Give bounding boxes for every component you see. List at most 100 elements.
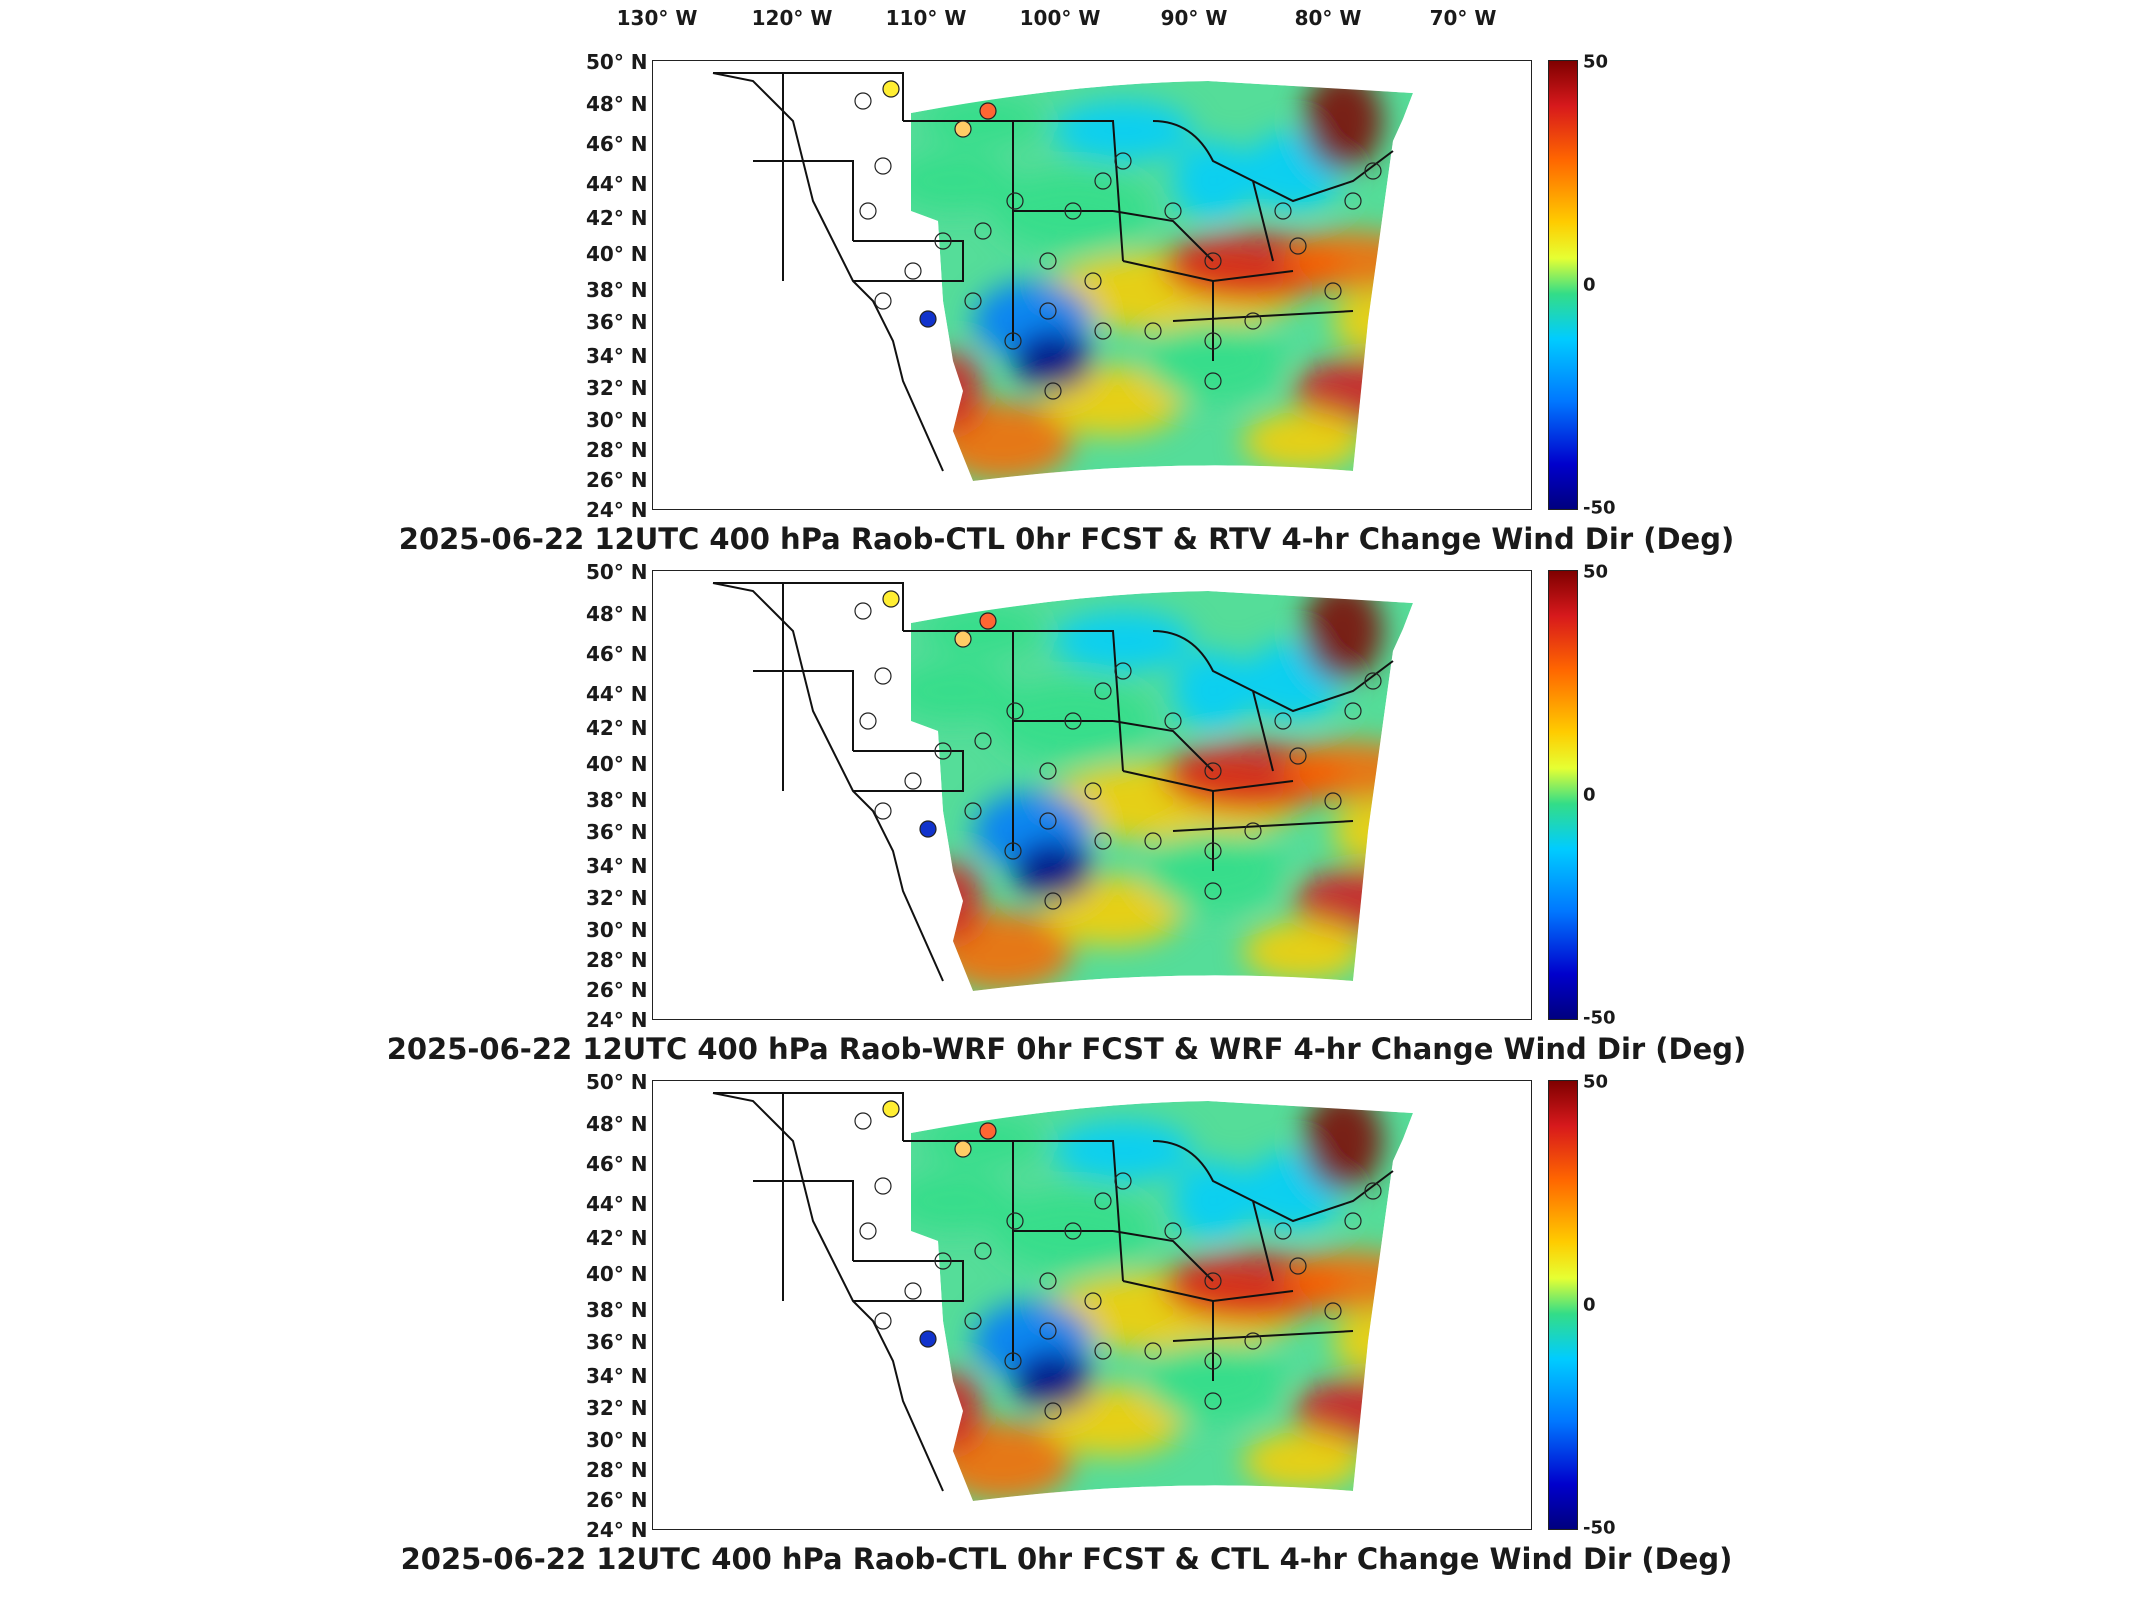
- lon-label: 80° W: [1294, 6, 1362, 30]
- raob-station-marker: [859, 1222, 877, 1240]
- raob-station-marker: [874, 1312, 892, 1330]
- state-borders: [712, 582, 1394, 982]
- raob-station-marker: [1064, 712, 1082, 730]
- colorbar-max-label: 50: [1583, 1071, 1609, 1093]
- raob-station-marker: [1324, 1302, 1342, 1320]
- lat-label: 24° N: [586, 1008, 648, 1032]
- lon-label: 100° W: [1019, 6, 1101, 30]
- raob-station-marker: [1204, 252, 1222, 270]
- lat-label: 32° N: [586, 886, 648, 910]
- raob-station-marker: [904, 1282, 922, 1300]
- raob-station-marker: [1289, 747, 1307, 765]
- raob-station-marker: [1244, 312, 1262, 330]
- wind-direction-map: [652, 60, 1532, 510]
- raob-station-marker: [1064, 1222, 1082, 1240]
- raob-station-marker: [1204, 882, 1222, 900]
- raob-station-marker: [1084, 1292, 1102, 1310]
- raob-station-marker: [854, 1112, 872, 1130]
- raob-station-marker: [964, 1312, 982, 1330]
- colorbar-max-label: 50: [1583, 561, 1609, 583]
- raob-station-marker: [1204, 1272, 1222, 1290]
- raob-station-marker: [1094, 1192, 1112, 1210]
- lat-label: 30° N: [586, 918, 648, 942]
- raob-station-marker: [1039, 1322, 1057, 1340]
- lat-label: 32° N: [586, 1396, 648, 1420]
- lat-label: 30° N: [586, 1428, 648, 1452]
- raob-station-marker: [1039, 1272, 1057, 1290]
- lat-label: 36° N: [586, 820, 648, 844]
- lat-label: 50° N: [586, 50, 648, 74]
- map-panel-3: 50° N 48° N 46° N 44° N 42° N 40° N 38° N 36° N…: [0, 1070, 2133, 1590]
- raob-station-marker: [1364, 162, 1382, 180]
- raob-station-marker: [1064, 202, 1082, 220]
- raob-station-marker: [859, 712, 877, 730]
- colorbar-mid-label: 0: [1583, 274, 1596, 296]
- colorbar: [1548, 60, 1578, 510]
- map-panel-1: 50° N 48° N 46° N 44° N 42° N 40° N 38° N 36° N…: [0, 50, 2133, 570]
- raob-station-marker: [919, 1330, 937, 1348]
- raob-station-marker: [979, 102, 997, 120]
- raob-station-marker: [1006, 702, 1024, 720]
- colorbar-min-label: -50: [1583, 497, 1616, 519]
- raob-station-marker: [1204, 762, 1222, 780]
- raob-station-marker: [1039, 812, 1057, 830]
- lat-label: 48° N: [586, 92, 648, 116]
- raob-station-marker: [1204, 1392, 1222, 1410]
- raob-station-marker: [1044, 382, 1062, 400]
- raob-station-marker: [1344, 1212, 1362, 1230]
- raob-station-marker: [1006, 192, 1024, 210]
- lat-label: 36° N: [586, 310, 648, 334]
- lat-label: 30° N: [586, 408, 648, 432]
- colorbar-min-label: -50: [1583, 1007, 1616, 1029]
- lat-label: 36° N: [586, 1330, 648, 1354]
- lat-label: 38° N: [586, 1298, 648, 1322]
- raob-station-marker: [1114, 1172, 1132, 1190]
- raob-station-marker: [919, 310, 937, 328]
- raob-station-marker: [854, 92, 872, 110]
- lat-label: 50° N: [586, 1070, 648, 1094]
- lat-label: 40° N: [586, 242, 648, 266]
- raob-station-marker: [964, 802, 982, 820]
- raob-station-marker: [919, 820, 937, 838]
- panel-title: 2025-06-22 12UTC 400 hPa Raob-CTL 0hr FC…: [400, 1542, 1733, 1576]
- colorbar-mid-label: 0: [1583, 1294, 1596, 1316]
- raob-station-marker: [954, 120, 972, 138]
- wind-direction-field: [911, 591, 1413, 991]
- raob-station-marker: [974, 1242, 992, 1260]
- raob-station-marker: [1094, 172, 1112, 190]
- raob-station-marker: [1204, 842, 1222, 860]
- raob-station-marker: [1244, 1332, 1262, 1350]
- lat-label: 48° N: [586, 1112, 648, 1136]
- raob-station-marker: [904, 772, 922, 790]
- raob-station-marker: [1164, 1222, 1182, 1240]
- lon-label: 90° W: [1160, 6, 1228, 30]
- raob-station-marker: [1144, 322, 1162, 340]
- lat-label: 42° N: [586, 1226, 648, 1250]
- lat-label: 32° N: [586, 376, 648, 400]
- raob-station-marker: [1244, 822, 1262, 840]
- lon-label: 70° W: [1429, 6, 1497, 30]
- lat-label: 44° N: [586, 682, 648, 706]
- raob-station-marker: [1039, 762, 1057, 780]
- raob-station-marker: [854, 602, 872, 620]
- raob-station-marker: [979, 1122, 997, 1140]
- lat-label: 28° N: [586, 1458, 648, 1482]
- lat-label: 34° N: [586, 854, 648, 878]
- raob-station-marker: [1364, 672, 1382, 690]
- lat-label: 34° N: [586, 344, 648, 368]
- lat-label: 42° N: [586, 716, 648, 740]
- raob-station-marker: [1094, 832, 1112, 850]
- wind-direction-field: [911, 81, 1413, 481]
- lat-label: 38° N: [586, 278, 648, 302]
- raob-station-marker: [1084, 782, 1102, 800]
- raob-station-marker: [1094, 682, 1112, 700]
- lon-label: 110° W: [885, 6, 967, 30]
- colorbar: [1548, 570, 1578, 1020]
- raob-station-marker: [1114, 662, 1132, 680]
- raob-station-marker: [882, 1100, 900, 1118]
- raob-station-marker: [874, 157, 892, 175]
- raob-station-marker: [954, 1140, 972, 1158]
- lat-label: 40° N: [586, 752, 648, 776]
- lat-label: 40° N: [586, 1262, 648, 1286]
- colorbar-max-label: 50: [1583, 51, 1609, 73]
